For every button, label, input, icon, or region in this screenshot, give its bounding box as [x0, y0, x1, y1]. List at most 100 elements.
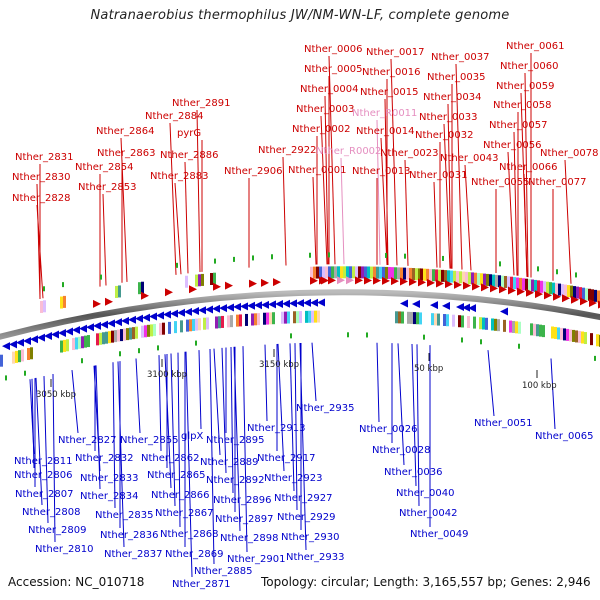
gc-content-mark [138, 348, 140, 353]
forward-gene-label: Nther_0066 [499, 162, 557, 173]
forward-gene-arrow [225, 282, 233, 290]
forward-cds-block [579, 287, 582, 299]
reverse-gene-label: Nther_2811 [14, 456, 72, 467]
reverse-cds-block [227, 315, 230, 327]
reverse-cds-block [147, 325, 150, 337]
forward-cds-block [358, 266, 361, 278]
forward-gene-label: Nther_0005 [304, 64, 362, 75]
gc-content-mark [309, 253, 311, 258]
reverse-cds-block [584, 332, 587, 344]
forward-cds-block [552, 283, 555, 295]
leader-line [199, 350, 201, 429]
gc-content-mark [499, 261, 501, 266]
reverse-cds-block [443, 314, 446, 326]
gc-content-mark [214, 259, 216, 264]
forward-gene-label: Nther_0033 [419, 112, 477, 123]
reverse-gene-arrow [282, 300, 290, 308]
reverse-gene-label: Nther_0028 [372, 445, 430, 456]
forward-gene-arrow [165, 288, 173, 296]
forward-cds-block [537, 280, 540, 292]
reverse-gene-arrow [212, 305, 220, 313]
reverse-gene-label: Nther_2807 [15, 489, 73, 500]
gc-content-mark [5, 375, 7, 380]
gc-content-mark [24, 371, 26, 376]
reverse-cds-block [0, 355, 3, 367]
reverse-cds-block [560, 328, 563, 340]
forward-gene-label: Nther_0031 [409, 170, 467, 181]
forward-cds-block [591, 289, 594, 301]
forward-gene-label: Nther_0077 [528, 177, 586, 188]
reverse-gene-label: Nther_2885 [194, 566, 252, 577]
reverse-cds-block [189, 319, 192, 331]
reverse-gene-arrow [240, 302, 248, 310]
forward-cds-block [310, 267, 313, 279]
reverse-cds-block [108, 331, 111, 343]
forward-cds-block [141, 282, 144, 294]
forward-cds-block [495, 275, 498, 287]
reverse-cds-block [398, 311, 401, 323]
reverse-gene-label: Nther_2896 [213, 495, 271, 506]
reverse-gene-arrow [289, 299, 297, 307]
forward-cds-block [498, 275, 501, 287]
forward-cds-block [63, 296, 66, 308]
reverse-gene-label: Nther_2810 [35, 544, 93, 555]
forward-gene-arrow [213, 283, 221, 291]
rna-gene-label: Nther_R0011 [352, 108, 417, 119]
forward-cds-block [468, 272, 471, 284]
forward-cds-block [349, 266, 352, 278]
forward-cds-block [343, 266, 346, 278]
leader-line [72, 370, 78, 433]
reverse-gene-arrow [310, 299, 318, 307]
forward-cds-block [519, 278, 522, 290]
gc-content-mark [62, 282, 64, 287]
reverse-cds-block [141, 326, 144, 338]
forward-cds-block [456, 271, 459, 283]
forward-gene-arrow [273, 278, 281, 286]
reverse-cds-block [494, 319, 497, 331]
leader-line [377, 343, 379, 422]
reverse-gene-arrow [261, 301, 269, 309]
forward-cds-block [334, 266, 337, 278]
reverse-cds-block [144, 325, 147, 337]
reverse-cds-block [536, 324, 539, 336]
reverse-gene-arrow [177, 309, 185, 317]
reverse-cds-block [180, 320, 183, 332]
forward-cds-block [355, 266, 358, 278]
reverse-gene-arrow [400, 299, 408, 307]
leader-line [186, 352, 192, 577]
forward-gene-label: Nther_0034 [423, 92, 481, 103]
forward-gene-label: Nther_2922 [258, 145, 316, 156]
reverse-gene-arrow [275, 300, 283, 308]
reverse-cds-block [485, 318, 488, 330]
forward-gene-label: Nther_2830 [12, 172, 70, 183]
forward-cds-block [435, 269, 438, 281]
reverse-cds-block [150, 324, 153, 336]
forward-cds-block [406, 268, 409, 280]
reverse-cds-block [287, 311, 290, 323]
forward-cds-block [465, 272, 468, 284]
forward-cds-block [486, 274, 489, 286]
genome-map: Nther_2831Nther_2830Nther_2828Nther_2854… [0, 0, 600, 600]
gc-content-mark [385, 253, 387, 258]
forward-cds-block [138, 282, 141, 294]
forward-cds-block [331, 266, 334, 278]
reverse-cds-block [18, 350, 21, 362]
forward-gene-label: Nther_0015 [360, 87, 418, 98]
reverse-cds-block [81, 336, 84, 348]
forward-cds-block [453, 271, 456, 283]
forward-gene-label: Nther_2884 [145, 111, 203, 122]
reverse-gene-label: Nther_2930 [281, 532, 339, 543]
gc-content-mark [157, 345, 159, 350]
reverse-gene-label: Nther_2836 [100, 530, 158, 541]
reverse-cds-block [467, 316, 470, 328]
forward-gene-label: Nther_0061 [506, 41, 564, 52]
reverse-gene-label: Nther_2923 [264, 473, 322, 484]
forward-gene-label: Nther_0004 [300, 84, 358, 95]
forward-cds-block [531, 280, 534, 292]
forward-gene-label: Nther_2854 [75, 162, 133, 173]
reverse-cds-block [12, 352, 15, 364]
reverse-cds-block [206, 317, 209, 329]
reverse-cds-block [30, 347, 33, 359]
forward-cds-block [201, 274, 204, 286]
reverse-gene-label: Nther_2927 [274, 493, 332, 504]
